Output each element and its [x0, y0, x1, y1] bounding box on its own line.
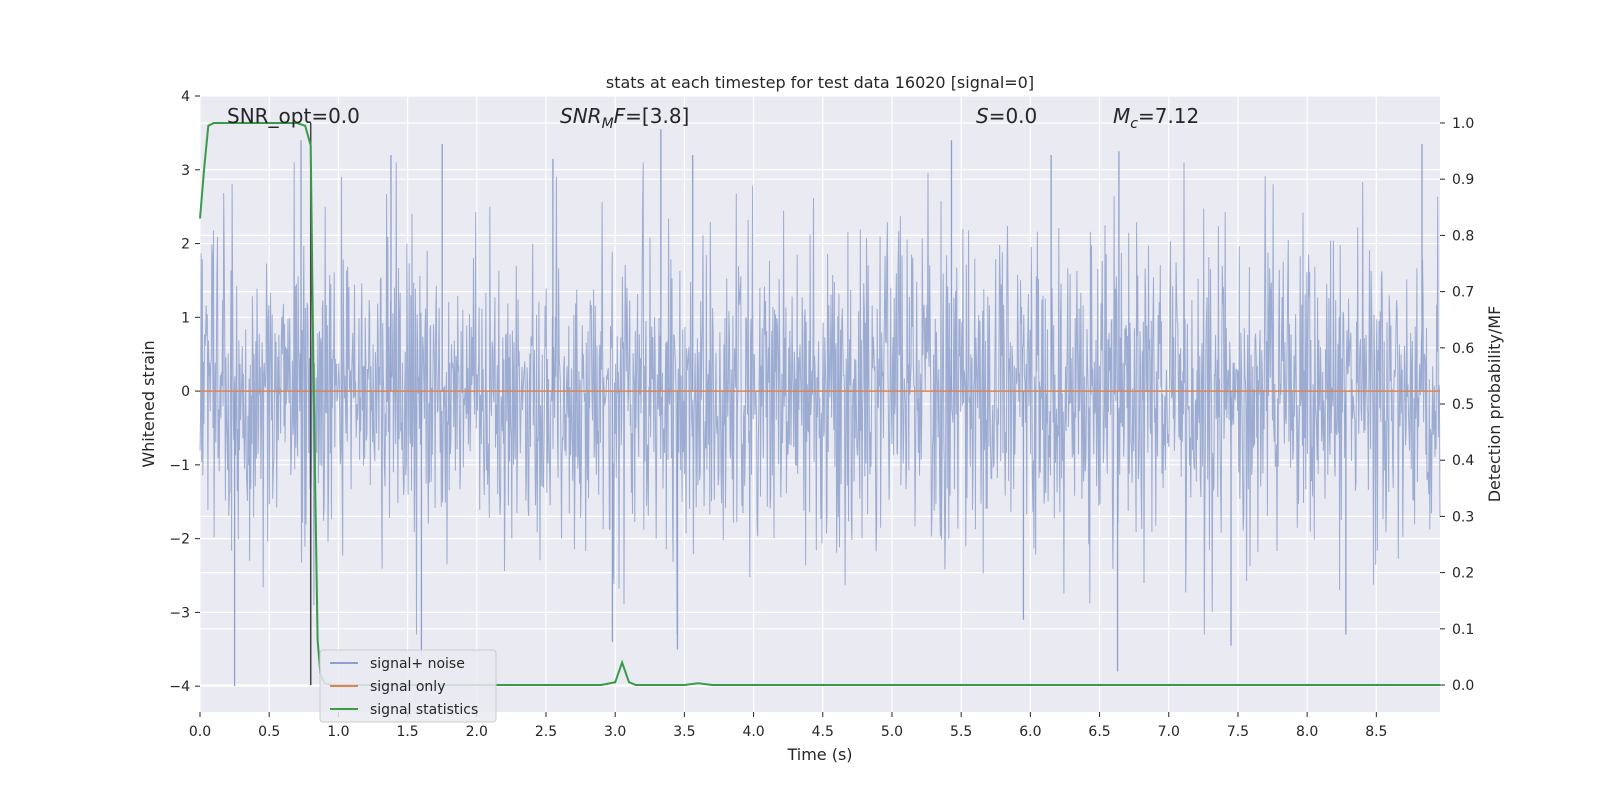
- y-tick-label-8: 4: [181, 89, 190, 105]
- annotation-snr-mf-rest: F: [614, 104, 626, 128]
- x-tick-label-2: 1.0: [327, 724, 349, 740]
- annotation-snr-opt: SNR_opt=0.0: [227, 104, 360, 128]
- y-tick-label-7: 3: [181, 163, 190, 179]
- legend-label-signal-noise: signal+ noise: [370, 656, 465, 672]
- y2-tick-label-3: 0.3: [1452, 509, 1474, 525]
- x-tick-label-11: 5.5: [950, 724, 972, 740]
- x-tick-label-4: 2.0: [466, 724, 488, 740]
- series-signal-noise-line: [199, 162, 1441, 635]
- annotation-snr-mf-sub: M: [602, 116, 614, 132]
- annotation-mc-sub: c: [1130, 116, 1138, 132]
- x-axis: 0.0 0.5 1.0 1.5 2.0 2.5 3.0 3.5 4.0 4.5 5.0 5.5 6.0 6…: [189, 712, 1387, 740]
- x-tick-label-6: 3.0: [604, 724, 626, 740]
- legend: signal+ noise signal only signal statist…: [319, 649, 497, 723]
- x-tick-label-7: 3.5: [673, 724, 695, 740]
- series-signal-noise: [199, 129, 1441, 687]
- y2-tick-label-5: 0.5: [1452, 397, 1474, 413]
- annotation-mc-var: M: [1113, 104, 1130, 128]
- y-tick-label-6: 2: [181, 237, 190, 253]
- x-tick-label-5: 2.5: [535, 724, 557, 740]
- y-axis-right: 0.0 0.1 0.2 0.3 0.4 0.5 0.6 0.7 0.8 0.9 1.0: [1440, 116, 1474, 694]
- y-tick-label-4: 0: [181, 384, 190, 400]
- x-tick-label-17: 8.5: [1365, 724, 1387, 740]
- x-tick-label-0: 0.0: [189, 724, 211, 740]
- annotation-s-value: =0.0: [989, 104, 1038, 128]
- y2-tick-label-1: 0.1: [1452, 622, 1474, 638]
- x-tick-label-8: 4.0: [742, 724, 764, 740]
- legend-box: [319, 649, 497, 723]
- y2-tick-label-9: 0.9: [1452, 172, 1474, 188]
- y-tick-label-3: −1: [169, 458, 190, 474]
- annotation-s: S=0.0: [976, 104, 1037, 128]
- y2-axis-label: Detection probability/MF: [1485, 306, 1504, 503]
- x-tick-label-1: 0.5: [258, 724, 280, 740]
- y2-tick-label-0: 0.0: [1452, 678, 1474, 694]
- y2-tick-label-2: 0.2: [1452, 566, 1474, 582]
- chart-title: stats at each timestep for test data 160…: [606, 73, 1034, 92]
- x-tick-label-15: 7.5: [1227, 724, 1249, 740]
- annotation-s-var: S: [976, 104, 989, 128]
- x-tick-label-9: 4.5: [812, 724, 834, 740]
- y-tick-label-2: −2: [169, 532, 190, 548]
- x-tick-label-3: 1.5: [396, 724, 418, 740]
- x-axis-label: Time (s): [786, 745, 852, 764]
- y2-tick-label-7: 0.7: [1452, 285, 1474, 301]
- y-tick-label-1: −3: [169, 605, 190, 621]
- x-tick-label-12: 6.0: [1019, 724, 1041, 740]
- legend-label-signal-statistics: signal statistics: [370, 702, 478, 718]
- annotation-snr-mf: SNRMF=[3.8]: [560, 104, 689, 132]
- y-tick-label-5: 1: [181, 310, 190, 326]
- annotation-mc-value: =7.12: [1138, 104, 1199, 128]
- y-axis-label: Whitened strain: [139, 340, 158, 467]
- legend-label-signal-only: signal only: [370, 679, 445, 695]
- y2-tick-label-6: 0.6: [1452, 341, 1474, 357]
- annotation-snr-mf-value: =[3.8]: [625, 104, 689, 128]
- y2-tick-label-8: 0.8: [1452, 228, 1474, 244]
- y2-tick-label-4: 0.4: [1452, 453, 1474, 469]
- x-tick-label-13: 6.5: [1088, 724, 1110, 740]
- x-tick-label-10: 5.0: [881, 724, 903, 740]
- x-tick-label-14: 7.0: [1158, 724, 1180, 740]
- x-tick-label-16: 8.0: [1296, 724, 1318, 740]
- y2-tick-label-10: 1.0: [1452, 116, 1474, 132]
- annotation-mc: Mc=7.12: [1113, 104, 1199, 132]
- annotation-snr-mf-base: SNR: [560, 104, 602, 128]
- y-axis-left: −4 −3 −2 −1 0 1 2 3 4: [169, 89, 200, 695]
- y-tick-label-0: −4: [169, 679, 190, 695]
